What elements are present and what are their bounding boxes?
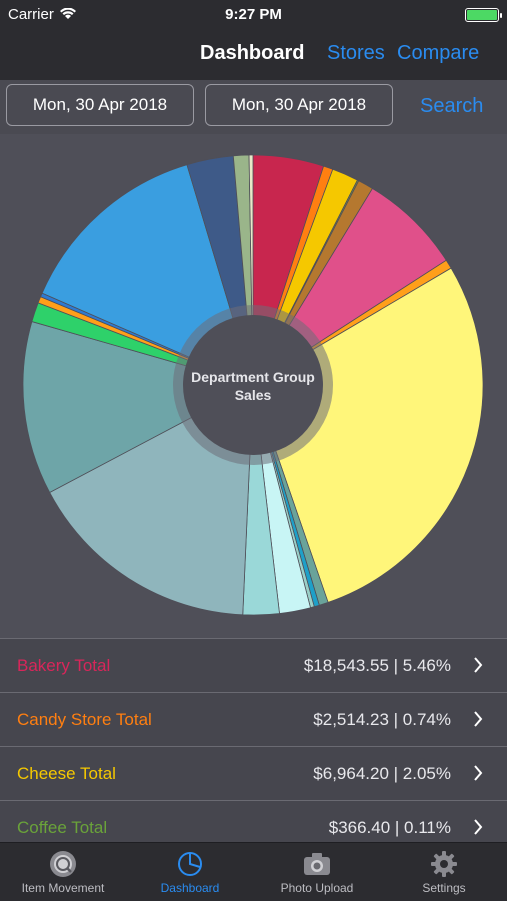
chevron-right-icon (474, 711, 483, 727)
tab-label: Photo Upload (280, 881, 354, 895)
row-label: Bakery Total (17, 656, 111, 675)
row-value: $6,964.20 | 2.05% (313, 764, 451, 783)
row-value: $18,543.55 | 5.46% (303, 656, 451, 675)
gear-icon (431, 851, 457, 877)
row-label: Cheese Total (17, 764, 116, 783)
chevron-right-icon (474, 657, 483, 673)
pie-slice-14[interactable] (22, 321, 255, 494)
tab-item-movement[interactable]: Item Movement (0, 843, 126, 901)
stores-button[interactable]: Stores (327, 42, 385, 64)
carrier-label: Carrier (8, 6, 54, 23)
list-item-coffee[interactable]: Coffee Total $366.40 | 0.11% (0, 800, 507, 842)
page-title: Dashboard (200, 42, 305, 64)
tab-label: Item Movement (21, 881, 105, 895)
department-sales-pie-chart[interactable]: Department Group Sales (0, 134, 507, 638)
pie-center-label: Department Group (191, 369, 315, 385)
row-label: Coffee Total (17, 818, 108, 837)
status-bar: Carrier 9:27 PM (0, 0, 507, 28)
search-icon (50, 851, 76, 877)
nav-bar: Dashboard Stores Compare (0, 28, 507, 81)
pie-center (183, 315, 323, 455)
list-item-bakery[interactable]: Bakery Total $18,543.55 | 5.46% (0, 638, 507, 692)
chart-area: Department Group Sales (0, 134, 507, 638)
start-date-button[interactable]: Mon, 30 Apr 2018 (6, 84, 194, 126)
tab-dashboard[interactable]: Dashboard (127, 843, 253, 901)
tab-bar: Item Movement Dashboard Photo Upload Set… (0, 842, 507, 901)
compare-button[interactable]: Compare (397, 42, 480, 64)
tab-label: Settings (422, 881, 466, 895)
list-item-candy-store[interactable]: Candy Store Total $2,514.23 | 0.74% (0, 692, 507, 746)
chevron-right-icon (474, 765, 483, 781)
row-value: $2,514.23 | 0.74% (313, 710, 451, 729)
pie-center-label-line2: Sales (235, 387, 272, 403)
status-time: 9:27 PM (225, 6, 282, 23)
end-date-button[interactable]: Mon, 30 Apr 2018 (205, 84, 393, 126)
battery-icon (465, 8, 502, 22)
pie-chart-icon (178, 852, 202, 876)
list-item-cheese[interactable]: Cheese Total $6,964.20 | 2.05% (0, 746, 507, 800)
search-button[interactable]: Search (420, 95, 484, 117)
chevron-right-icon (474, 819, 483, 835)
tab-photo-upload[interactable]: Photo Upload (254, 843, 380, 901)
tab-settings[interactable]: Settings (381, 843, 507, 901)
wifi-icon (60, 8, 76, 19)
date-filter-bar: Mon, 30 Apr 2018 Mon, 30 Apr 2018 Search (0, 80, 507, 134)
camera-icon (304, 853, 330, 875)
row-label: Candy Store Total (17, 710, 152, 729)
row-value: $366.40 | 0.11% (328, 818, 451, 837)
tab-label: Dashboard (160, 881, 220, 895)
department-list: Bakery Total $18,543.55 | 5.46% Candy St… (0, 638, 507, 842)
